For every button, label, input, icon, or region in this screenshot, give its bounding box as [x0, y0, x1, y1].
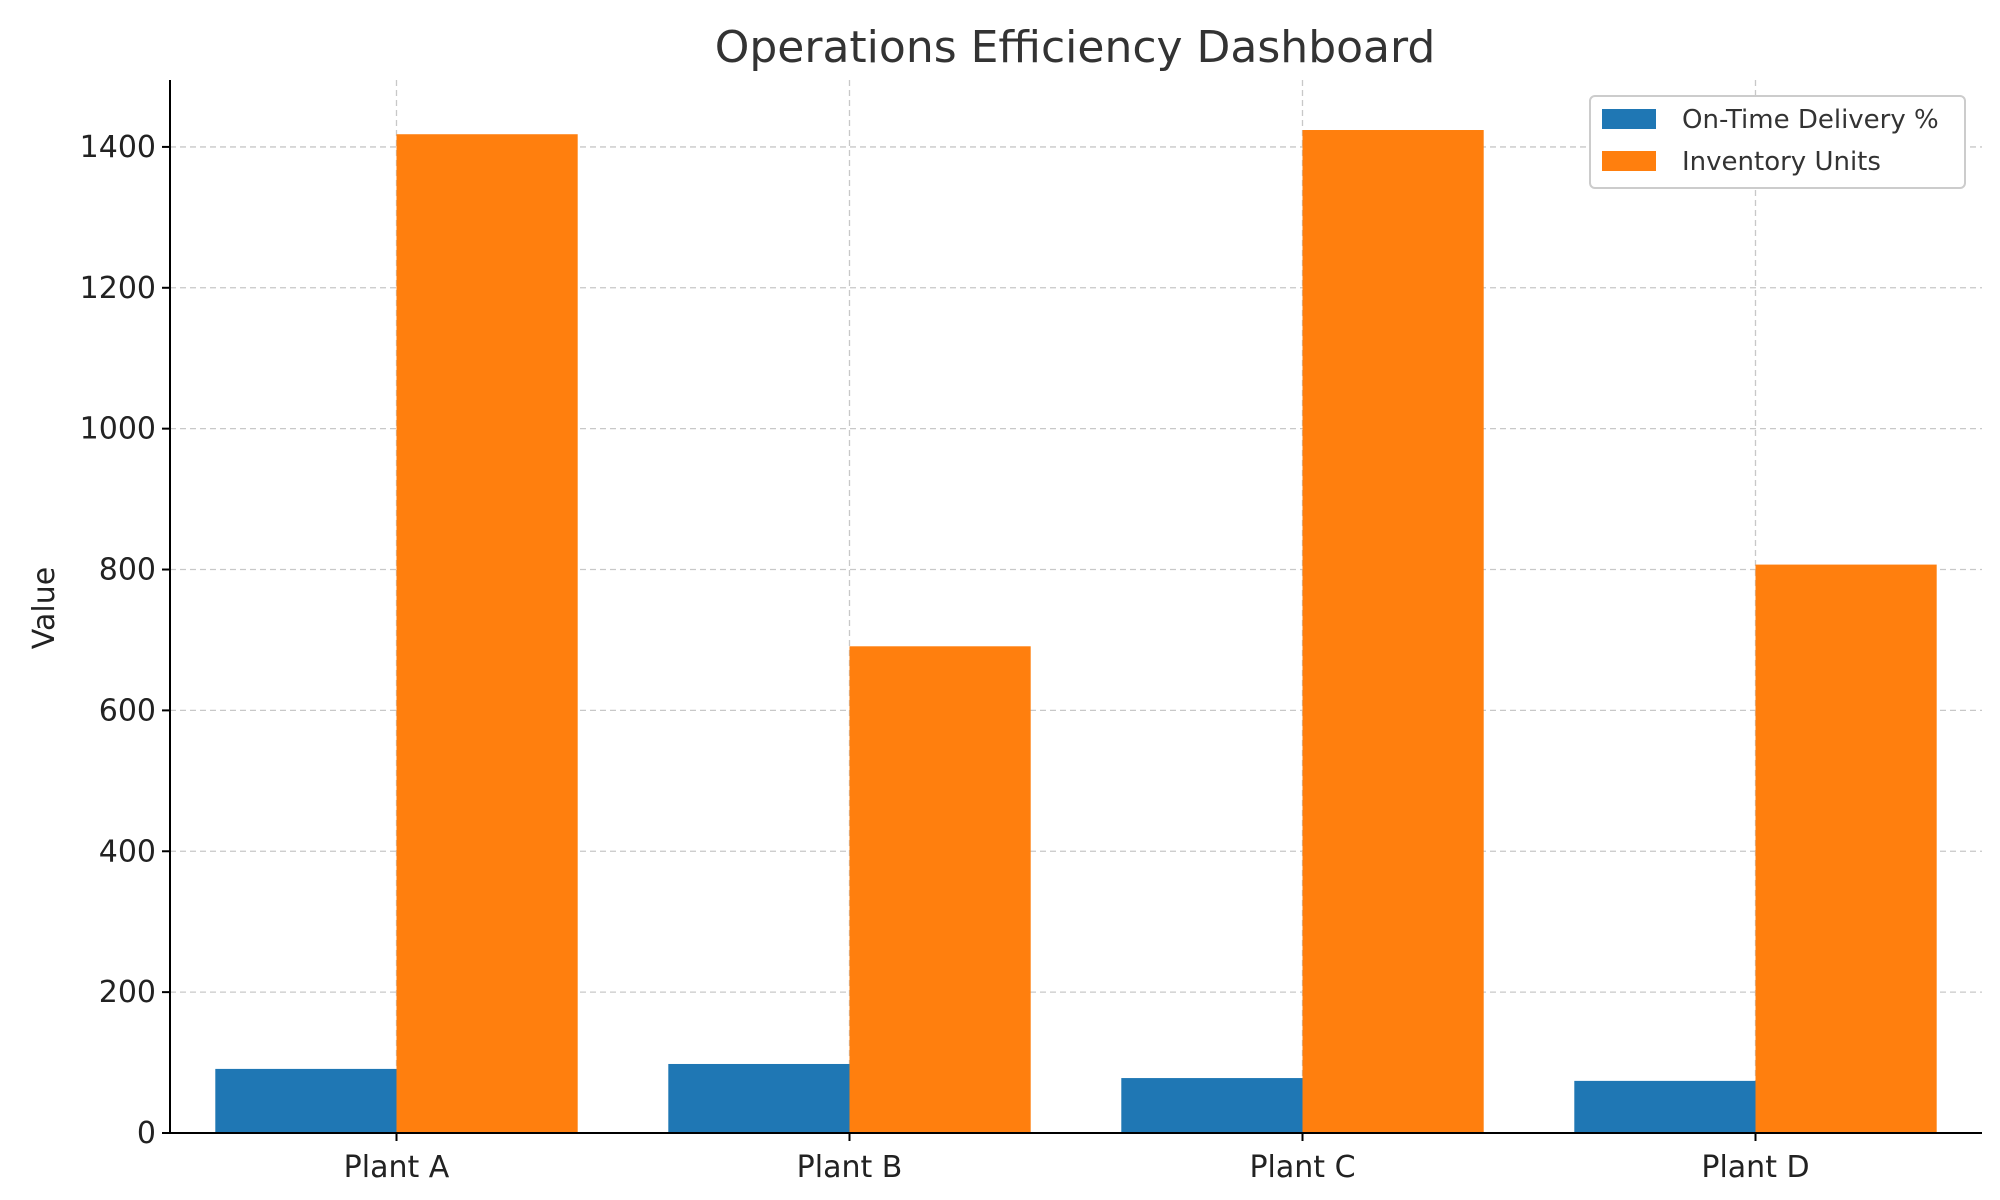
y-tick-label-800: 800	[99, 553, 156, 588]
bar-on-time-delivery-plant-a	[215, 1068, 397, 1133]
bar-inventory-units-plant-c	[1302, 130, 1484, 1134]
bar-inventory-units-plant-d	[1755, 564, 1937, 1133]
chart-title: Operations Efficiency Dashboard	[715, 22, 1436, 73]
y-tick-label-600: 600	[99, 693, 156, 728]
y-tick-label-1200: 1200	[80, 271, 156, 306]
bar-inventory-units-plant-b	[849, 646, 1031, 1133]
legend: On-Time Delivery % Inventory Units	[1589, 95, 1966, 189]
x-tick-label-plant-d: Plant D	[1701, 1150, 1809, 1185]
y-tick-label-400: 400	[99, 834, 156, 869]
legend-label-inventory-units: Inventory Units	[1682, 147, 1881, 177]
y-axis-title: Value	[27, 567, 62, 649]
bar-on-time-delivery-plant-c	[1121, 1078, 1303, 1133]
x-tick-label-plant-c: Plant C	[1249, 1150, 1355, 1185]
y-tick-label-1400: 1400	[80, 130, 156, 165]
legend-swatch-on-time-delivery	[1602, 109, 1656, 129]
bar-inventory-units-plant-a	[396, 134, 578, 1133]
x-tick-label-plant-a: Plant A	[344, 1150, 450, 1185]
x-tick-label-plant-b: Plant B	[797, 1150, 903, 1185]
bar-on-time-delivery-plant-d	[1574, 1080, 1756, 1133]
bar-on-time-delivery-plant-b	[668, 1063, 850, 1133]
y-tick-label-1000: 1000	[80, 412, 156, 447]
bars	[215, 130, 1937, 1134]
y-tick-label-200: 200	[99, 975, 156, 1010]
legend-frame	[1589, 95, 1966, 189]
y-tick-label-0: 0	[137, 1116, 156, 1151]
legend-swatch-inventory-units	[1602, 151, 1656, 171]
legend-label-on-time-delivery: On-Time Delivery %	[1682, 105, 1939, 135]
axes	[169, 80, 1982, 1134]
tick-labels: 0 200 400 600 800 1000 1200 1400 Plant A Plant B P…	[80, 130, 1810, 1185]
